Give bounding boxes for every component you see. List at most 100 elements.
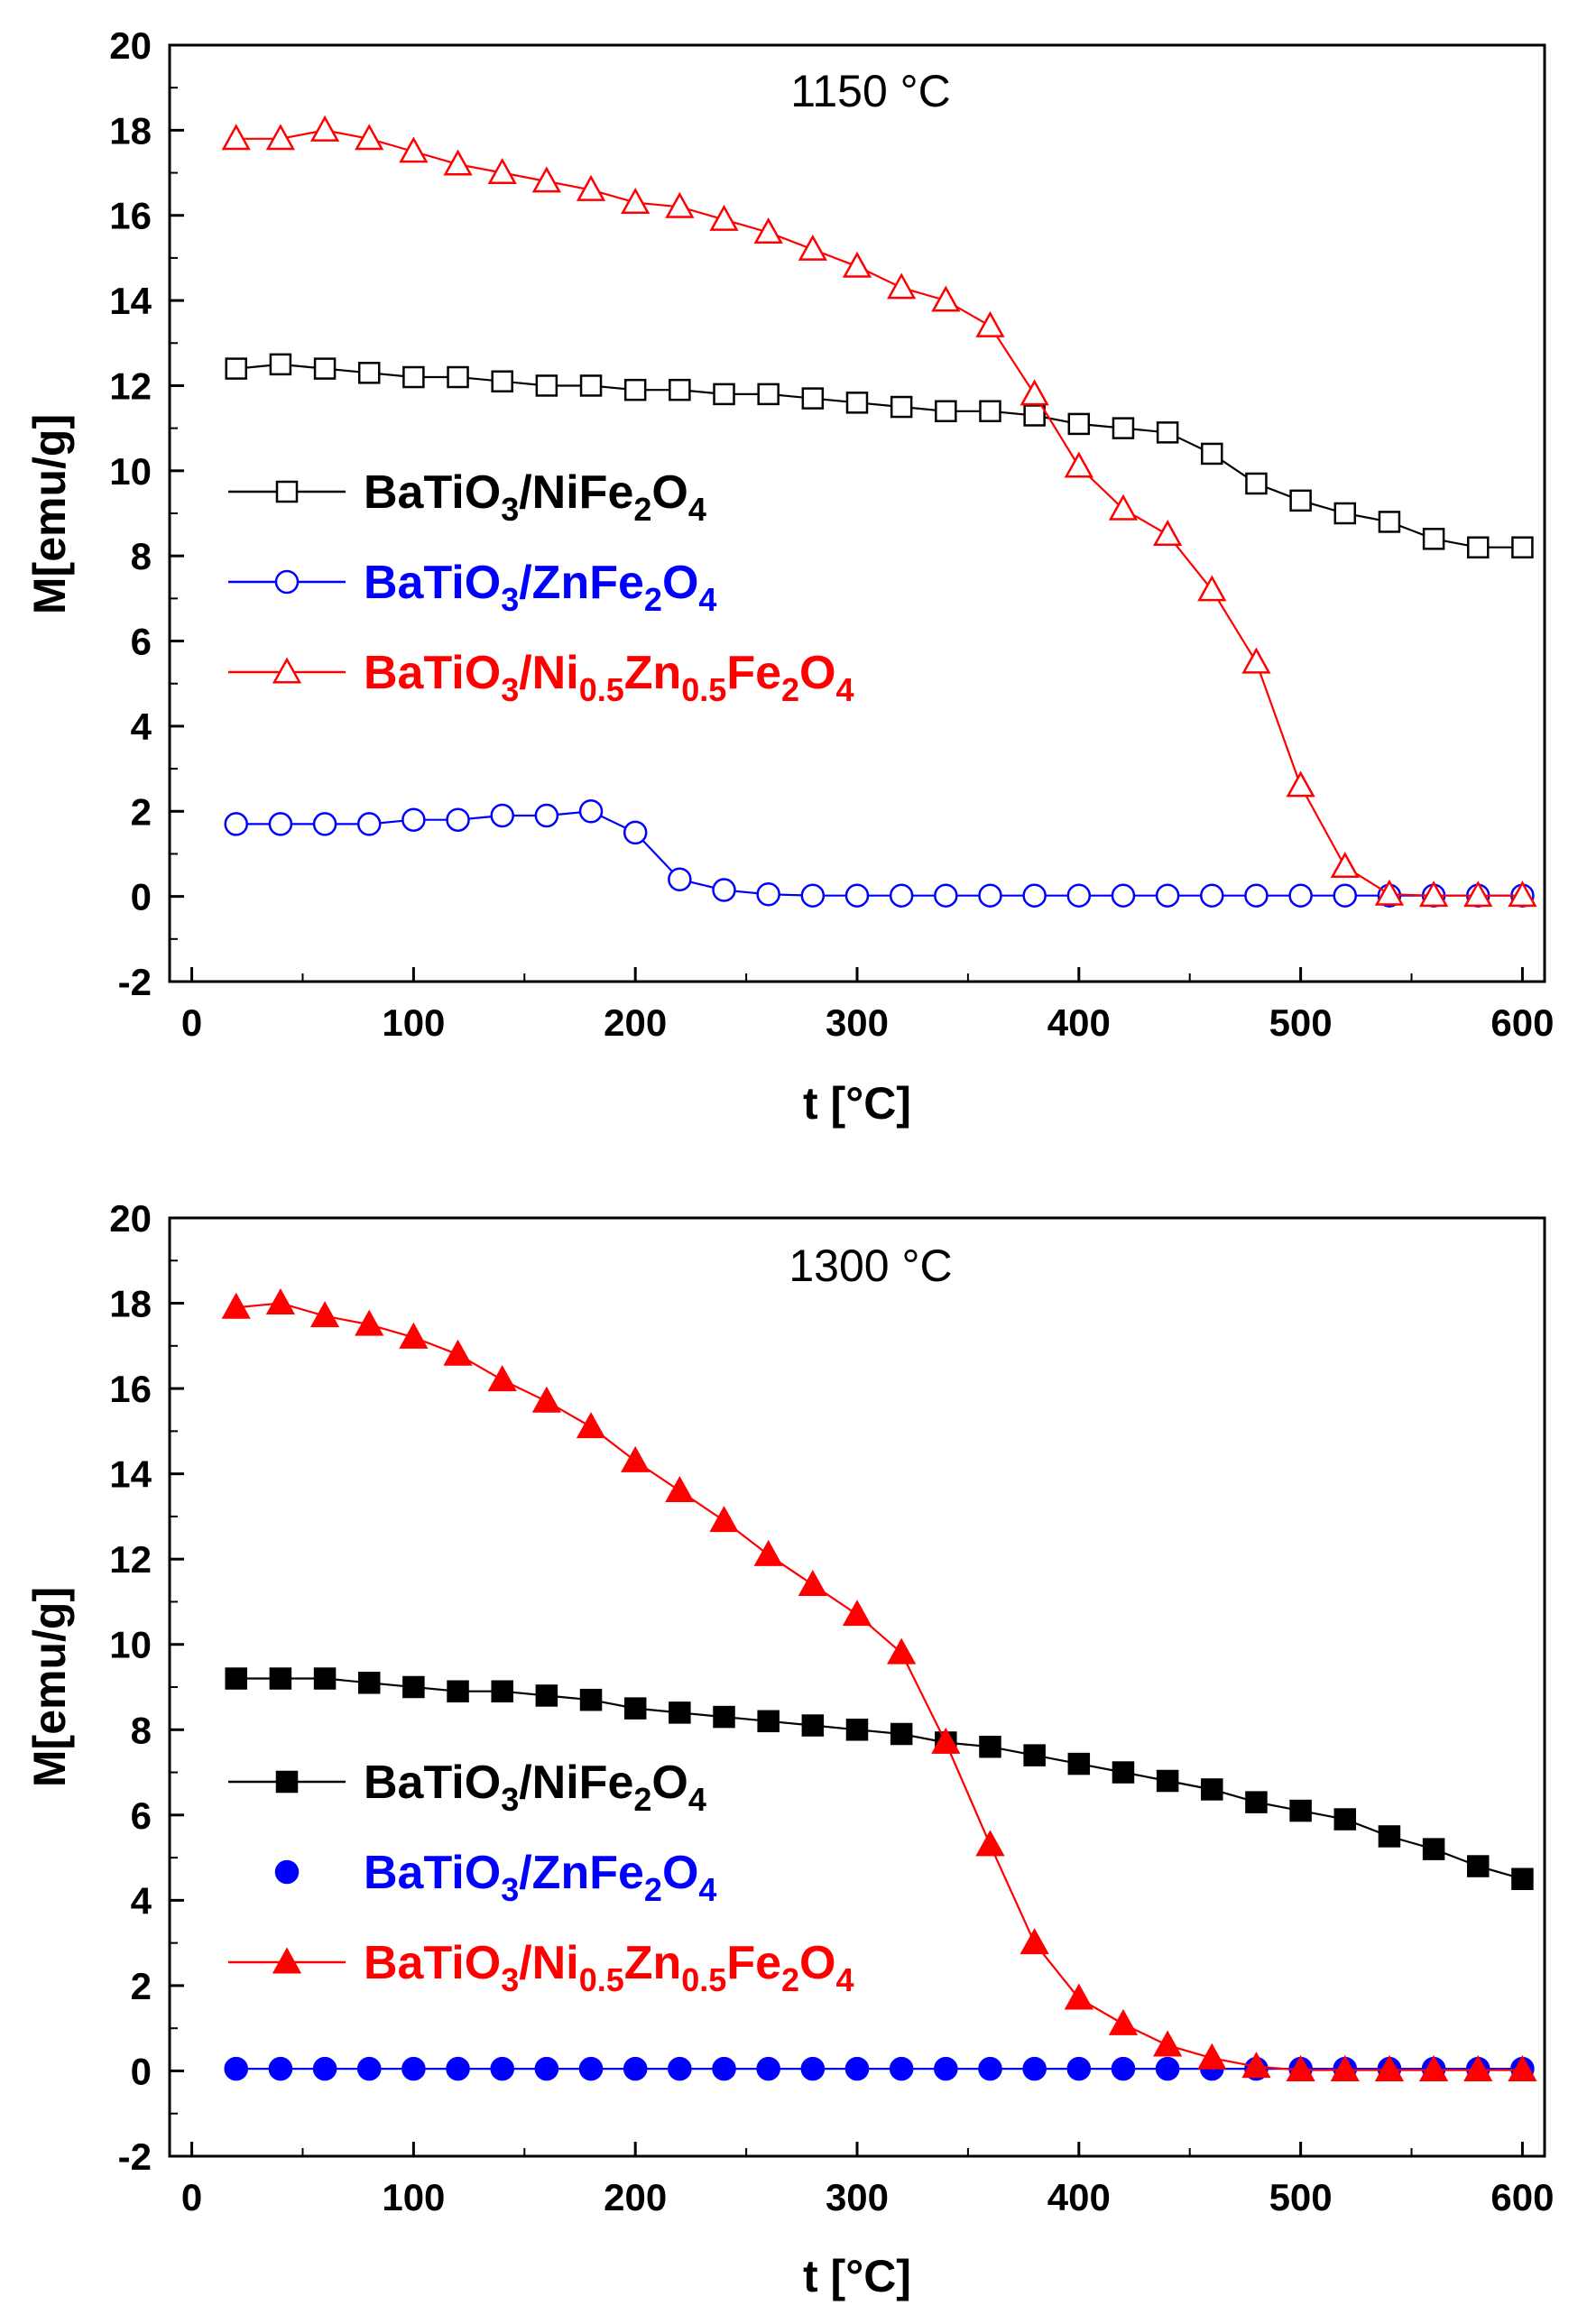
- data-point: [975, 310, 1005, 337]
- data-point: [1064, 1983, 1093, 2010]
- data-point: [890, 395, 913, 419]
- data-point: [313, 357, 337, 380]
- data-point: [1330, 852, 1360, 879]
- data-point: [757, 1710, 780, 1733]
- x-tick-label: 500: [1269, 2176, 1333, 2218]
- data-point: [753, 217, 783, 244]
- data-point: [535, 374, 558, 397]
- data-point: [1463, 881, 1493, 908]
- data-point: [842, 1600, 872, 1627]
- data-point: [401, 2056, 426, 2081]
- data-point: [1374, 879, 1405, 906]
- data-point: [712, 2056, 736, 2081]
- data-point: [1153, 520, 1183, 547]
- series-line: [235, 810, 1523, 897]
- data-point: [1020, 1928, 1049, 1955]
- y-tick-label: 16: [109, 195, 152, 237]
- legend-marker: [275, 480, 299, 503]
- data-point: [1244, 883, 1269, 908]
- data-point: [1511, 536, 1534, 558]
- data-point: [401, 807, 426, 832]
- data-point: [531, 166, 561, 193]
- legend-entry-1: BaTiO3/NiFe2O4: [228, 466, 706, 528]
- data-point: [1333, 502, 1357, 525]
- y-tick-label: 8: [131, 535, 152, 577]
- data-point: [1511, 1868, 1534, 1890]
- data-point: [1111, 883, 1136, 908]
- y-tick-label: 4: [131, 706, 152, 748]
- series-3: [221, 1287, 1537, 2081]
- data-point: [1064, 451, 1093, 478]
- legend-marker: [272, 1947, 302, 1974]
- data-point: [1020, 379, 1049, 406]
- series-3: [221, 115, 1537, 908]
- data-point: [534, 2056, 559, 2081]
- data-point: [1067, 1752, 1091, 1775]
- data-point: [669, 1702, 691, 1724]
- data-point: [443, 149, 473, 176]
- x-tick-label: 500: [1269, 1001, 1333, 1044]
- data-point: [844, 883, 870, 908]
- x-tick-label: 200: [604, 1001, 667, 1044]
- data-point: [446, 807, 470, 832]
- data-point: [578, 2056, 604, 2081]
- y-axis-title: M[emu/g]: [24, 414, 75, 614]
- data-point: [579, 1688, 603, 1711]
- data-point: [756, 882, 780, 907]
- data-point: [1112, 1761, 1135, 1784]
- data-point: [268, 2056, 293, 2081]
- data-point: [665, 191, 695, 218]
- data-point: [1201, 442, 1223, 466]
- data-point: [890, 1722, 913, 1746]
- data-point: [1066, 883, 1092, 908]
- data-point: [800, 883, 826, 908]
- data-point: [1333, 883, 1358, 908]
- legend-marker: [272, 657, 302, 684]
- data-point: [1289, 1799, 1312, 1822]
- data-point: [623, 378, 647, 401]
- data-point: [1201, 1778, 1223, 1801]
- y-tick-label: -2: [118, 2135, 152, 2178]
- data-point: [1286, 770, 1315, 798]
- data-point: [1508, 2054, 1537, 2081]
- legend-label: BaTiO3/ZnFe2O4: [364, 1847, 716, 1908]
- data-point: [1023, 404, 1046, 427]
- data-point: [576, 1412, 606, 1439]
- data-point: [1508, 881, 1537, 908]
- legend-entry-3: BaTiO3/Ni0.5Zn0.5Fe2O4: [228, 647, 854, 708]
- data-point: [1156, 421, 1179, 444]
- x-axis-title: t [°C]: [803, 1078, 911, 1129]
- data-point: [712, 878, 736, 902]
- y-tick-label: 6: [131, 621, 152, 663]
- data-point: [1467, 1855, 1490, 1877]
- data-point: [268, 812, 293, 836]
- data-point: [665, 1475, 695, 1502]
- data-point: [312, 812, 337, 836]
- data-point: [709, 204, 739, 231]
- x-tick-label: 600: [1490, 2176, 1554, 2218]
- data-point: [357, 1672, 381, 1694]
- data-point: [1155, 883, 1180, 908]
- x-tick-label: 100: [382, 1001, 445, 1044]
- data-point: [269, 1667, 292, 1690]
- data-point: [402, 1675, 425, 1699]
- data-point: [1418, 2054, 1449, 2081]
- data-point: [975, 1830, 1005, 1857]
- data-point: [224, 2056, 248, 2081]
- data-point: [269, 353, 292, 376]
- data-point: [531, 1386, 561, 1413]
- y-axis-title: M[emu/g]: [24, 1587, 75, 1787]
- y-tick-label: 14: [109, 280, 152, 322]
- data-point: [1333, 1808, 1357, 1831]
- data-point: [490, 803, 514, 828]
- y-tick-label: 0: [131, 876, 152, 918]
- legend-entry-3: BaTiO3/Ni0.5Zn0.5Fe2O4: [228, 1937, 854, 1998]
- data-point: [1286, 2054, 1315, 2081]
- y-tick-label: 10: [109, 450, 152, 493]
- data-point: [402, 365, 425, 389]
- data-point: [798, 1569, 827, 1596]
- panel-title: 1300 °C: [789, 1240, 952, 1291]
- data-point: [845, 392, 869, 414]
